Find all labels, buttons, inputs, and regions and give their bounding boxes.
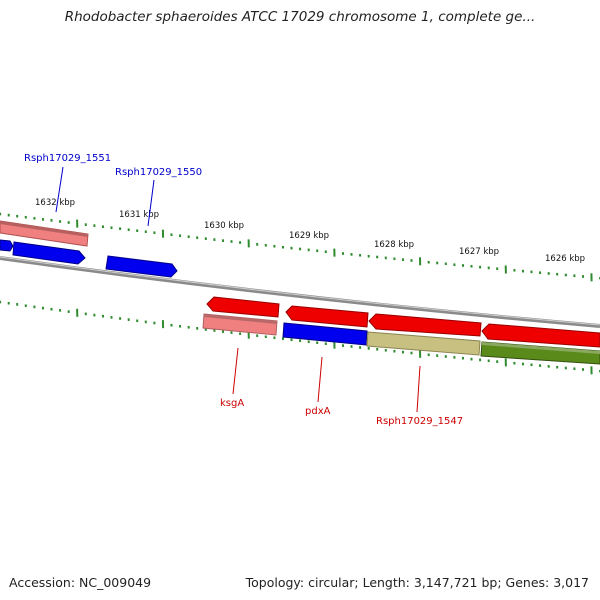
- ruler-label-1627: 1627 kbp: [459, 247, 499, 257]
- footer-accession: Accession: NC_009049: [9, 575, 152, 590]
- callout-line-rsph17029-1547: [416, 365, 421, 413]
- gene-label-rsph17029-1547: Rsph17029_1547: [376, 416, 463, 427]
- ruler-label-1626: 1626 kbp: [545, 254, 585, 264]
- gene-label-rsph17029-1550: Rsph17029_1550: [115, 167, 202, 178]
- top-ruler-ticks: [0, 212, 600, 282]
- footer-stats: Topology: circular; Length: 3,147,721 bp…: [245, 575, 589, 590]
- gene-label-ksgA: ksgA: [220, 398, 244, 409]
- bottom-ruler-ticks: [0, 300, 600, 375]
- gene-label-pdxA: pdxA: [305, 406, 331, 417]
- gene-feature-blue-small[interactable]: [0, 239, 14, 252]
- gene-feature-green[interactable]: [480, 341, 600, 365]
- chromosome-backbone-highlight: [0, 256, 600, 326]
- gene-label-rsph17029-1551: Rsph17029_1551: [24, 153, 111, 164]
- gene-feature-red-3[interactable]: [368, 313, 482, 337]
- callout-line-ksgA: [232, 347, 239, 395]
- callout-line-rsph17029-1551: [55, 166, 64, 213]
- gene-feature-rsph17029-1551[interactable]: [12, 241, 86, 265]
- gene-feature-pink-top-shade: [0, 221, 88, 237]
- ruler-label-1630: 1630 kbp: [204, 221, 244, 231]
- chromosome-backbone: [0, 256, 600, 328]
- callout-line-rsph17029-1550: [147, 179, 155, 227]
- gene-feature-red-2[interactable]: [285, 305, 369, 328]
- ruler-label-1631: 1631 kbp: [119, 210, 159, 220]
- gene-feature-rsph17029-1547[interactable]: [366, 331, 481, 356]
- callout-line-pdxA: [317, 356, 323, 403]
- gene-feature-rsph17029-1550[interactable]: [105, 255, 178, 278]
- gene-feature-red-4[interactable]: [481, 323, 600, 348]
- ruler-label-1632: 1632 kbp: [35, 198, 75, 208]
- gene-feature-pdxA[interactable]: [282, 322, 368, 346]
- gene-feature-ksgA-shade: [204, 314, 277, 324]
- gene-feature-green-shade: [482, 342, 600, 354]
- ruler-label-1629: 1629 kbp: [289, 231, 329, 241]
- map-title: Rhodobacter sphaeroides ATCC 17029 chrom…: [64, 9, 536, 25]
- ruler-label-1628: 1628 kbp: [374, 240, 414, 250]
- gene-feature-red-1[interactable]: [206, 296, 280, 318]
